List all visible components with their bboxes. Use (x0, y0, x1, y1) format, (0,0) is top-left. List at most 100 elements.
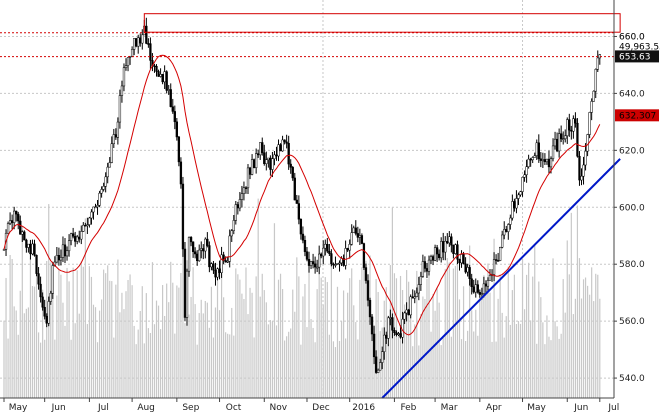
candle-body (187, 237, 191, 272)
candle-body (31, 243, 34, 255)
volume-bar (318, 258, 320, 398)
candle-body (108, 162, 111, 168)
volume-bar (536, 343, 538, 398)
volume-bar (182, 230, 184, 398)
volume-bar (253, 337, 255, 398)
candle-body (132, 38, 136, 50)
y-tick-label: 560.0 (619, 317, 645, 327)
candle-body (427, 259, 431, 272)
volume-bar (3, 320, 5, 398)
candle-body (67, 240, 71, 252)
candle-body (261, 142, 264, 153)
volume-bar (273, 223, 276, 398)
volume-bar (570, 212, 572, 398)
volume-bar (139, 310, 141, 398)
moving-average-layer (3, 54, 601, 336)
volume-bar (509, 324, 511, 398)
volume-bar (11, 259, 13, 398)
candle-body (482, 283, 486, 294)
volume-bar (332, 341, 335, 398)
volume-bar (196, 344, 198, 398)
candle-body (265, 159, 268, 164)
volume-bar (119, 312, 121, 398)
volume-bar (528, 262, 530, 398)
volume-bar (243, 299, 245, 398)
volume-bar (296, 257, 298, 398)
candle-body (145, 25, 148, 44)
volume-bar (487, 263, 489, 398)
candle-body (285, 141, 288, 144)
candle-body (27, 243, 30, 248)
volume-bar (428, 265, 430, 398)
volume-bar (489, 292, 491, 398)
volume-bar (454, 266, 457, 398)
candle-body (560, 133, 563, 140)
candle-body (352, 227, 355, 233)
value-tag-layer: 660.049,963.55653.63 632.307 (615, 32, 660, 122)
volume-bar (92, 304, 95, 398)
volume-bar (597, 274, 599, 398)
volume-bar (40, 342, 42, 398)
candle-body (159, 74, 162, 77)
candle-body (137, 37, 140, 47)
candle-body (189, 237, 193, 243)
candle-body (499, 247, 502, 261)
candle-body (196, 253, 199, 262)
candle-body (360, 235, 364, 244)
candle-body (354, 227, 357, 234)
volume-bar (505, 316, 507, 398)
volume-bar (56, 295, 58, 398)
volume-bar (493, 238, 495, 398)
volume-bar (395, 278, 398, 398)
volume-bar (265, 302, 267, 398)
volume-bar (166, 283, 168, 398)
value-tag-label: 653.63 (619, 52, 651, 62)
candle-body (218, 268, 221, 273)
volume-bar (312, 327, 314, 398)
candle-body (330, 253, 333, 265)
volume-bar (9, 254, 11, 398)
candle-body (435, 247, 439, 255)
volume-bar (564, 312, 566, 398)
candle-body (289, 163, 292, 168)
volume-bar (227, 333, 229, 398)
volume-bar (589, 294, 591, 398)
x-tick-label: May (527, 403, 546, 412)
candle-body (183, 248, 187, 318)
candle-body (525, 166, 528, 176)
candle-body (596, 57, 599, 70)
volume-bar (302, 296, 304, 398)
candle-body (173, 111, 176, 123)
candle-body (588, 112, 591, 135)
volume-bar (304, 283, 306, 398)
candle-body (326, 243, 329, 252)
candle-body (474, 284, 477, 293)
x-tick-label: Oct (226, 403, 242, 412)
candle-body (535, 142, 538, 156)
candle-body (448, 236, 451, 244)
volume-bar (326, 282, 328, 398)
candle-body (157, 71, 160, 77)
candle-body (580, 175, 583, 181)
volume-bar (572, 314, 574, 398)
volume-bar (133, 325, 135, 398)
candle-body (334, 264, 337, 266)
candle-body (71, 233, 75, 237)
volume-bar (426, 278, 428, 398)
candle-body (584, 150, 587, 166)
volume-bar (131, 285, 133, 398)
candle-body (405, 309, 408, 314)
candle-body (590, 101, 593, 113)
candle-body (92, 206, 95, 213)
volume-bar (438, 302, 440, 398)
candle-body (318, 253, 321, 268)
volume-bar (351, 268, 353, 398)
candle-body (120, 85, 124, 96)
candle-body (566, 119, 569, 137)
volume-bar (259, 296, 261, 398)
volume-bar (220, 266, 223, 398)
x-tick-label: Nov (269, 403, 287, 412)
y-tick-label: 540.0 (619, 374, 645, 384)
volume-bar (408, 281, 410, 398)
candle-body (59, 257, 63, 261)
